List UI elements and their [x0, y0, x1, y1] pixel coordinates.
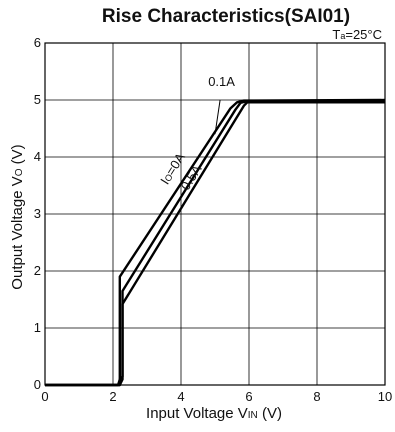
y-tick-label: 4 [34, 149, 41, 164]
series-lines [45, 98, 386, 387]
tick-labels: 0 2 4 6 8 10 0 1 2 3 4 5 6 [34, 35, 392, 404]
y-tick-label: 5 [34, 92, 41, 107]
x-tick-label: 6 [245, 389, 252, 404]
x-tick-label: 2 [109, 389, 116, 404]
y-tick-label: 3 [34, 206, 41, 221]
series-pointer [214, 99, 221, 135]
plot-frame [44, 42, 386, 386]
series-label-0.1a: 0.1A [208, 74, 235, 89]
y-tick-label: 2 [34, 263, 41, 278]
grid [45, 43, 385, 385]
chart-title: Rise Characteristics(SAI01) [102, 6, 350, 27]
temperature-condition: Ta=25°C [332, 27, 382, 42]
y-axis-label: Output Voltage VO (V) [9, 144, 26, 289]
x-tick-label: 4 [177, 389, 184, 404]
x-tick-label: 8 [313, 389, 320, 404]
series-line [45, 99, 386, 387]
y-tick-label: 6 [34, 35, 41, 50]
x-tick-label: 0 [41, 389, 48, 404]
y-tick-label: 1 [34, 320, 41, 335]
x-axis-label: Input Voltage VIN (V) [146, 405, 282, 422]
y-tick-label: 0 [34, 377, 41, 392]
x-tick-label: 10 [378, 389, 392, 404]
